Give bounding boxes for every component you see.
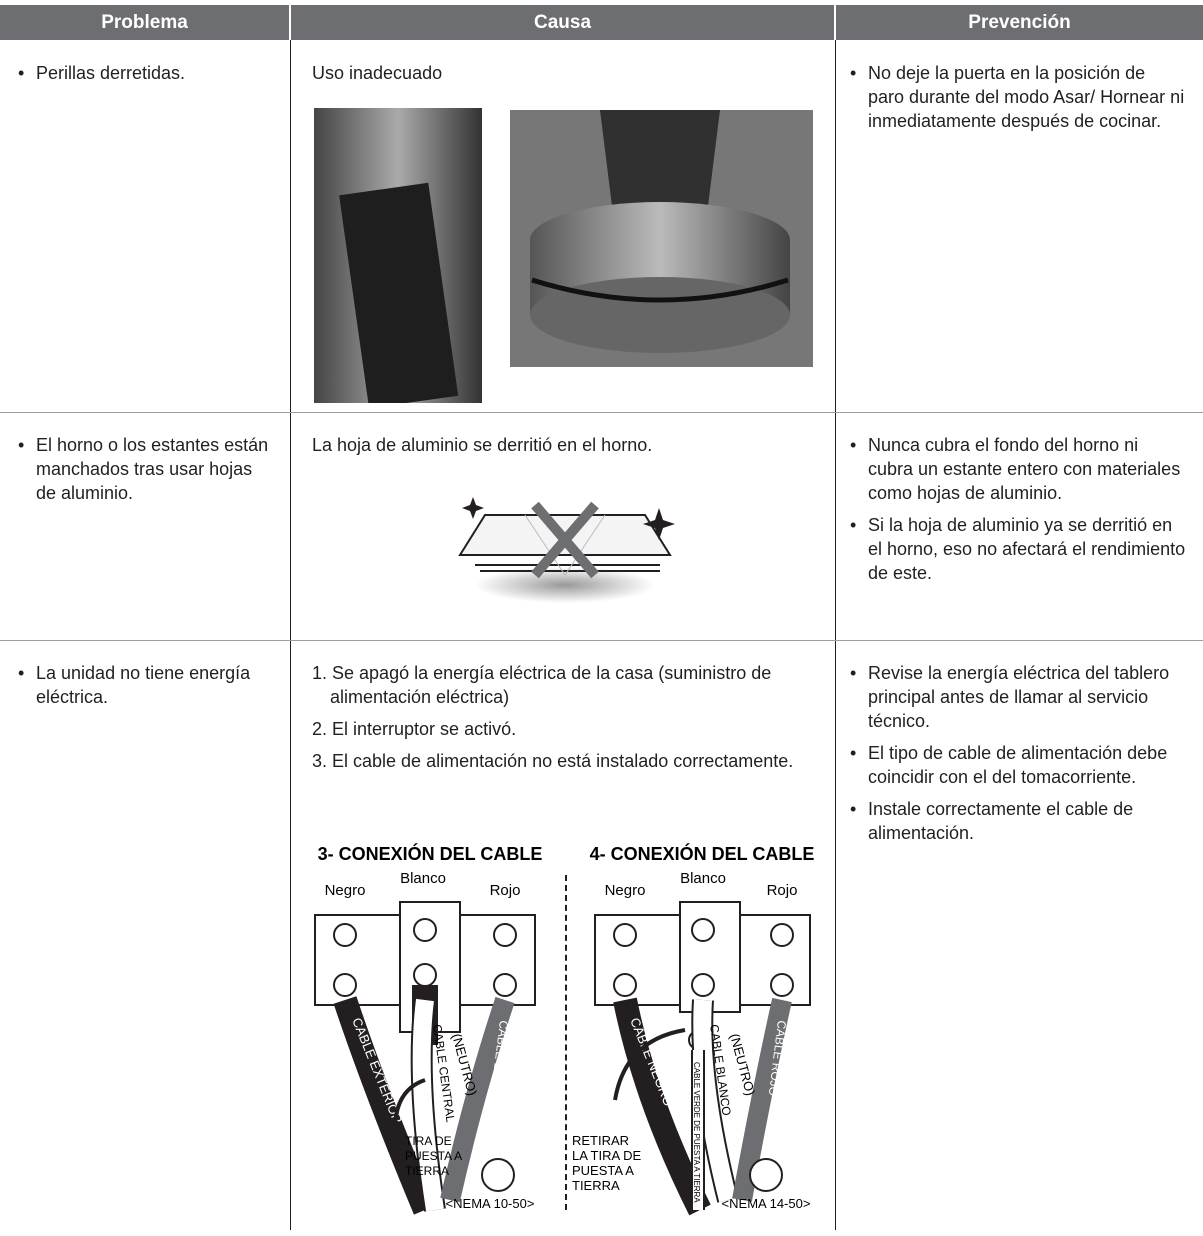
divider bbox=[0, 640, 1203, 641]
note: TIERRA bbox=[572, 1178, 620, 1193]
cell: El horno o los estantes están manchados … bbox=[14, 433, 274, 513]
divider bbox=[290, 40, 291, 1230]
prevention: No deje la puerta en la posición de paro… bbox=[846, 61, 1186, 133]
header: Prevención bbox=[836, 5, 1203, 40]
cause: Uso inadecuado bbox=[312, 63, 443, 83]
wiring-diagram: 4- CONEXIÓN DEL CABLE Negro Blanco Rojo … bbox=[572, 843, 815, 1216]
cell: No deje la puerta en la posición de paro… bbox=[846, 61, 1186, 141]
terminal-label: Blanco bbox=[400, 870, 446, 887]
cell: Revise la energía eléctrica del tablero … bbox=[846, 661, 1191, 853]
cause: La hoja de aluminio se derritió en el ho… bbox=[312, 435, 653, 455]
problem: La unidad no tiene energía eléctrica. bbox=[14, 661, 274, 709]
cell: La unidad no tiene energía eléctrica. bbox=[14, 661, 274, 717]
note: PUESTA A bbox=[572, 1163, 634, 1178]
cause: 1. Se apagó la energía eléctrica de la c… bbox=[312, 663, 772, 707]
terminal-label: Rojo bbox=[490, 882, 521, 899]
photo bbox=[510, 110, 813, 367]
prevention: Nunca cubra el fondo del horno ni cubra … bbox=[846, 433, 1186, 505]
terminal-label: Negro bbox=[605, 882, 646, 899]
cause: 3. El cable de alimentación no está inst… bbox=[312, 751, 794, 771]
outlet-label: <NEMA 10-50> bbox=[446, 1196, 535, 1211]
problem: El horno o los estantes están manchados … bbox=[14, 433, 274, 505]
header: Problema bbox=[0, 5, 289, 40]
problem: Perillas derretidas. bbox=[14, 61, 274, 85]
divider bbox=[0, 412, 1203, 413]
diagram-title: 4- CONEXIÓN DEL CABLE bbox=[590, 843, 815, 864]
cable-label: (NEUTRO) bbox=[727, 1032, 758, 1097]
cable-label: CABLE VERDE DE PUESTA A TIERRA bbox=[692, 1062, 701, 1203]
note: TIRA DE bbox=[405, 1134, 452, 1148]
foil-illustration bbox=[458, 497, 675, 603]
wiring-diagram: 3- CONEXIÓN DEL CABLE Negro Blanco Rojo … bbox=[314, 843, 543, 1215]
note: RETIRAR bbox=[572, 1133, 629, 1148]
cell: Perillas derretidas. bbox=[14, 61, 274, 93]
note: PUESTA A bbox=[405, 1149, 462, 1163]
outlet-label: <NEMA 14-50> bbox=[722, 1196, 811, 1211]
note: TIERRA bbox=[405, 1164, 449, 1178]
prevention: Instale correctamente el cable de alimen… bbox=[846, 797, 1191, 845]
cell: La hoja de aluminio se derritió en el ho… bbox=[312, 433, 822, 457]
prevention: Revise la energía eléctrica del tablero … bbox=[846, 661, 1191, 733]
divider bbox=[835, 40, 836, 1230]
prevention: El tipo de cable de alimentación debe co… bbox=[846, 741, 1191, 789]
cell: Uso inadecuado bbox=[312, 61, 822, 85]
photo bbox=[314, 108, 482, 403]
note: LA TIRA DE bbox=[572, 1148, 641, 1163]
divider bbox=[565, 875, 567, 1210]
prevention: Si la hoja de aluminio ya se derritió en… bbox=[846, 513, 1186, 585]
terminal-label: Rojo bbox=[767, 882, 798, 899]
cell: Nunca cubra el fondo del horno ni cubra … bbox=[846, 433, 1186, 593]
terminal-label: Negro bbox=[325, 882, 366, 899]
diagram-title: 3- CONEXIÓN DEL CABLE bbox=[318, 843, 543, 864]
cause: 2. El interruptor se activó. bbox=[312, 719, 517, 739]
header: Causa bbox=[291, 5, 834, 40]
cell: 1. Se apagó la energía eléctrica de la c… bbox=[312, 661, 822, 781]
terminal-label: Blanco bbox=[680, 870, 726, 887]
